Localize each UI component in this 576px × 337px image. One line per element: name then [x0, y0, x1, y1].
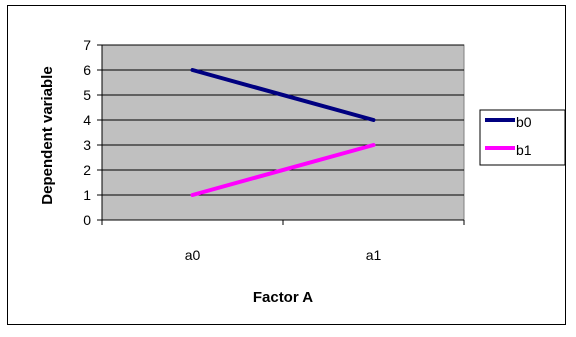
plot-area — [97, 44, 465, 225]
legend-label-b1: b1 — [516, 142, 532, 158]
series-line-b1 — [190, 143, 376, 197]
y-tick-label: 0 — [83, 212, 91, 228]
legend-label-b0: b0 — [516, 114, 532, 130]
y-tick-label: 7 — [83, 37, 91, 53]
y-tick-labels: 0 1 2 3 4 5 6 7 — [83, 37, 91, 228]
x-tick-label: a0 — [185, 247, 201, 263]
y-axis-title: Dependent variable — [39, 66, 56, 204]
series-line-b0 — [190, 68, 376, 122]
y-tick-label: 2 — [83, 162, 91, 178]
x-tick-labels: a0 a1 — [185, 247, 382, 263]
y-tick-label: 1 — [83, 187, 91, 203]
y-tick-label: 3 — [83, 137, 91, 153]
x-tick-label: a1 — [366, 247, 382, 263]
legend: b0 b1 — [479, 109, 566, 166]
y-tick-label: 5 — [83, 87, 91, 103]
x-axis-title: Factor A — [253, 289, 313, 306]
y-tick-label: 4 — [83, 112, 91, 128]
y-tick-label: 6 — [83, 62, 91, 78]
plot-background — [101, 44, 465, 221]
